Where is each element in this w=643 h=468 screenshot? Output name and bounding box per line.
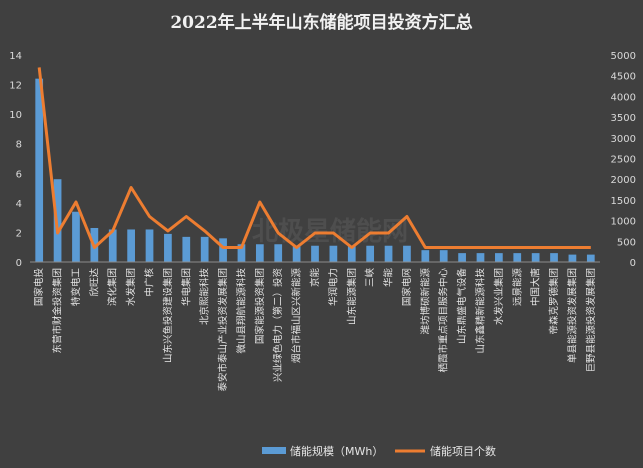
left-tick-label: 0 [16, 258, 22, 269]
bar [513, 253, 522, 262]
chart-title: 2022年上半年山东储能项目投资方汇总 [170, 13, 473, 33]
bar [35, 78, 44, 263]
left-tick-label: 2 [16, 228, 22, 239]
right-tick-label: 2500 [611, 155, 636, 166]
bar [586, 254, 595, 262]
legend-bar-label: 储能规模（MWh） [290, 444, 383, 458]
bar [347, 245, 356, 262]
category-label: 国家电网 [401, 268, 413, 306]
right-tick-label: 2000 [611, 175, 636, 186]
bar [108, 229, 117, 262]
category-label: 山东兴鱼投资建设集团 [162, 268, 174, 363]
category-label: 滨化集团 [107, 268, 119, 306]
right-tick-label: 3500 [611, 113, 636, 124]
bar [182, 236, 191, 262]
bar [531, 253, 540, 262]
legend-line-label: 储能项目个数 [430, 444, 496, 458]
category-label: 中广核 [144, 268, 156, 297]
left-tick-label: 12 [9, 81, 22, 92]
left-tick-label: 4 [16, 199, 22, 210]
category-label: 兴业绿色电力（第二）投资 [272, 268, 284, 383]
category-label: 远景能源 [511, 268, 523, 307]
left-tick-label: 6 [16, 169, 22, 180]
left-tick-label: 14 [9, 51, 22, 62]
bar [292, 245, 301, 262]
category-label: 国家电投 [33, 268, 45, 307]
bar [458, 253, 466, 262]
bar [550, 253, 558, 262]
left-axis: 0 2 4 6 8 10 12 14 [9, 51, 22, 269]
category-label: 中国大唐 [530, 268, 542, 306]
category-label: 山东鼎盛电气设备 [456, 268, 468, 345]
category-label: 水发集团 [125, 268, 137, 306]
bar [403, 245, 411, 262]
category-label: 欣旺达 [88, 268, 100, 297]
bar [329, 245, 338, 262]
category-label: 山东鑫精新能源科技 [474, 268, 486, 354]
right-tick-label: 4500 [611, 72, 636, 83]
bar [200, 236, 209, 262]
right-axis: 0 500 1000 1500 2000 2500 3000 3500 4000 4500 5000 [611, 51, 636, 269]
bar [255, 244, 264, 262]
category-label: 华电集团 [180, 268, 192, 306]
category-label: 北京熙能科技 [199, 268, 211, 326]
legend: 储能规模（MWh） 储能项目个数 [262, 444, 496, 458]
category-label: 巨野县能源投资发展集团 [585, 268, 597, 373]
right-tick-label: 4000 [611, 92, 636, 103]
right-tick-label: 1500 [611, 196, 636, 207]
bar [311, 245, 319, 262]
category-label: 单县能源投资发展集团 [566, 268, 578, 363]
category-label: 烟台市福山区兴新能源 [291, 268, 303, 364]
category-label: 栖霞市重点项目服务中心 [438, 268, 450, 373]
bar [384, 245, 393, 262]
bar [495, 253, 503, 262]
bar [237, 244, 246, 262]
right-tick-label: 500 [617, 237, 636, 248]
bar [164, 233, 172, 262]
right-tick-label: 3000 [611, 134, 636, 145]
bar [421, 250, 430, 262]
category-label: 潍坊博硕新能源 [419, 268, 431, 335]
category-label: 京能 [309, 268, 321, 288]
category-label: 国家能源投资集团 [254, 268, 266, 344]
bar [274, 244, 283, 262]
bar [219, 238, 227, 262]
bar [72, 211, 80, 262]
category-labels: 国家电投 东营市财金投资集团 特变电工 欣旺达 滨化集团 水发集团 中广核 山东兴鱼投资建设集… [33, 268, 597, 392]
category-label: 帝森克罗德集团 [548, 268, 560, 335]
right-tick-label: 0 [630, 258, 636, 269]
left-tick-label: 10 [9, 110, 22, 121]
bar [145, 229, 154, 262]
category-label: 华润电力 [327, 268, 339, 306]
category-label: 水发兴业集团 [493, 268, 505, 325]
bar [568, 254, 577, 262]
category-label: 华能 [383, 268, 395, 288]
left-tick-label: 8 [16, 140, 22, 151]
right-tick-label: 1000 [611, 217, 636, 228]
bar [127, 229, 135, 262]
right-tick-label: 5000 [611, 51, 636, 62]
legend-bar-swatch [262, 447, 286, 454]
category-label: 三峡 [364, 268, 376, 288]
bar [476, 253, 485, 262]
category-label: 东营市财金投资集团 [52, 268, 64, 354]
line-series [37, 67, 591, 249]
category-label: 泰安市泰山产业投资发展集团 [217, 268, 229, 392]
category-label: 特变电工 [70, 268, 82, 307]
bar [439, 250, 448, 262]
category-label: 山东能源集团 [346, 268, 358, 325]
category-label: 微山县翔航能源科技 [235, 268, 247, 354]
bar [366, 245, 375, 262]
